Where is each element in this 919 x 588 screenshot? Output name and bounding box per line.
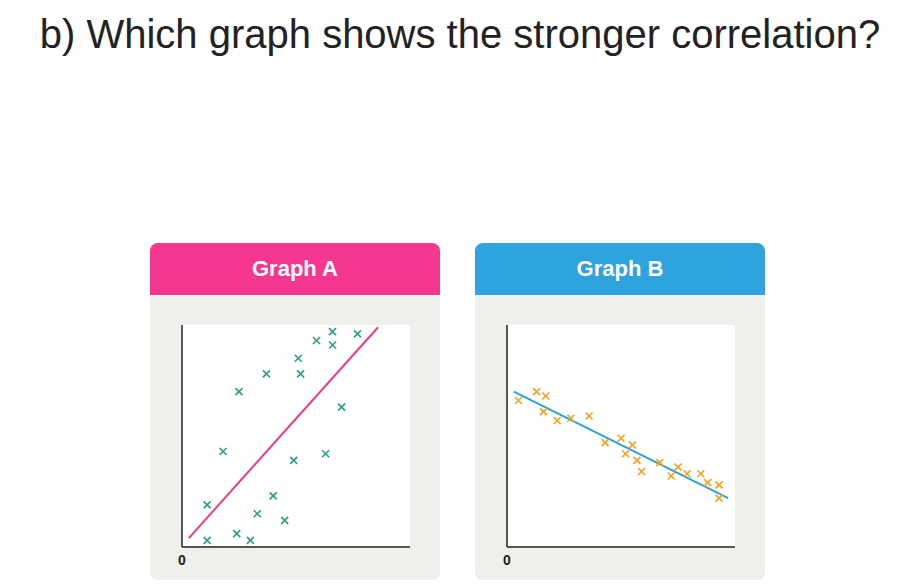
html-text:Graph B: Graph B: [576, 256, 664, 281]
html-text:Graph A: Graph A: [252, 256, 338, 281]
svg-text:0: 0: [178, 552, 186, 568]
svg-text:0: 0: [503, 552, 511, 568]
html-text:b) Which graph shows the stron: b) Which graph shows the stronger correl…: [39, 12, 881, 56]
